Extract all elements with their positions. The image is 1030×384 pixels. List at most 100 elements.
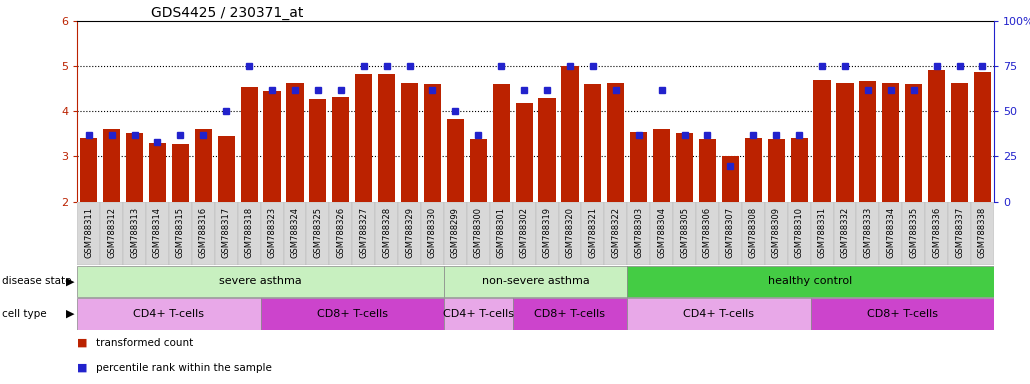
Bar xyxy=(558,202,581,265)
Text: ■: ■ xyxy=(77,362,88,373)
Bar xyxy=(584,84,602,202)
Bar xyxy=(925,202,948,265)
Text: GSM788302: GSM788302 xyxy=(520,207,528,258)
Text: GSM788328: GSM788328 xyxy=(382,207,391,258)
Bar xyxy=(513,298,627,329)
Bar xyxy=(492,84,510,202)
Text: GSM788331: GSM788331 xyxy=(818,207,826,258)
Bar xyxy=(286,83,304,202)
Text: healthy control: healthy control xyxy=(768,276,853,286)
Text: CD8+ T-cells: CD8+ T-cells xyxy=(535,309,606,319)
Text: GSM788320: GSM788320 xyxy=(565,207,575,258)
Text: GSM788314: GSM788314 xyxy=(153,207,162,258)
Bar xyxy=(77,298,261,329)
Bar xyxy=(100,202,124,265)
Bar xyxy=(424,84,441,202)
Bar xyxy=(857,202,880,265)
Bar xyxy=(513,202,536,265)
Bar xyxy=(742,202,764,265)
Text: GSM788304: GSM788304 xyxy=(657,207,666,258)
Text: GSM788300: GSM788300 xyxy=(474,207,483,258)
Text: GSM788319: GSM788319 xyxy=(543,207,551,258)
Bar xyxy=(630,132,647,202)
Bar xyxy=(836,83,854,202)
Text: GSM788322: GSM788322 xyxy=(612,207,620,258)
Bar xyxy=(195,129,212,202)
Text: CD4+ T-cells: CD4+ T-cells xyxy=(134,309,204,319)
Bar xyxy=(788,202,811,265)
Text: GSM788330: GSM788330 xyxy=(428,207,437,258)
Text: GSM788309: GSM788309 xyxy=(771,207,781,258)
Text: cell type: cell type xyxy=(2,309,46,319)
Bar xyxy=(627,298,811,329)
Bar xyxy=(811,202,833,265)
Bar xyxy=(880,202,902,265)
Bar xyxy=(398,202,421,265)
Text: GSM788318: GSM788318 xyxy=(245,207,253,258)
Bar xyxy=(333,97,349,202)
Bar xyxy=(627,266,994,297)
Text: GSM788306: GSM788306 xyxy=(703,207,712,258)
Bar xyxy=(146,202,169,265)
Text: GSM788313: GSM788313 xyxy=(130,207,139,258)
Text: transformed count: transformed count xyxy=(96,338,193,348)
Bar xyxy=(80,139,97,202)
Text: CD8+ T-cells: CD8+ T-cells xyxy=(317,309,387,319)
Bar xyxy=(905,84,922,202)
Bar xyxy=(581,202,605,265)
Text: severe asthma: severe asthma xyxy=(219,276,302,286)
Text: GSM788329: GSM788329 xyxy=(405,207,414,258)
Text: non-severe asthma: non-severe asthma xyxy=(482,276,589,286)
Text: GSM788333: GSM788333 xyxy=(863,207,872,258)
Bar xyxy=(172,144,188,202)
Text: percentile rank within the sample: percentile rank within the sample xyxy=(96,362,272,373)
Bar xyxy=(811,298,994,329)
Text: GSM788315: GSM788315 xyxy=(176,207,184,258)
Bar xyxy=(859,81,877,202)
Text: GSM788323: GSM788323 xyxy=(268,207,276,258)
Bar xyxy=(261,298,444,329)
Bar xyxy=(307,202,330,265)
Bar xyxy=(352,202,375,265)
Text: GSM788325: GSM788325 xyxy=(313,207,322,258)
Text: GSM788307: GSM788307 xyxy=(726,207,734,258)
Bar xyxy=(974,72,991,202)
Text: disease state: disease state xyxy=(2,276,71,286)
Bar xyxy=(217,136,235,202)
Bar xyxy=(539,98,555,202)
Text: GSM788324: GSM788324 xyxy=(290,207,300,258)
Bar xyxy=(103,129,121,202)
Text: GSM788299: GSM788299 xyxy=(451,207,459,258)
Bar xyxy=(971,202,994,265)
Text: GSM788332: GSM788332 xyxy=(840,207,850,258)
Text: GSM788336: GSM788336 xyxy=(932,207,941,258)
Text: ▶: ▶ xyxy=(66,276,74,286)
Bar xyxy=(719,202,742,265)
Bar xyxy=(833,202,857,265)
Bar xyxy=(883,83,899,202)
Bar xyxy=(605,202,627,265)
Bar xyxy=(948,202,971,265)
Bar xyxy=(192,202,214,265)
Bar xyxy=(699,139,716,202)
Bar xyxy=(378,74,396,202)
Text: GSM788334: GSM788334 xyxy=(887,207,895,258)
Bar xyxy=(126,133,143,202)
Text: GSM788301: GSM788301 xyxy=(496,207,506,258)
Bar xyxy=(261,202,283,265)
Text: ■: ■ xyxy=(77,338,88,348)
Bar xyxy=(77,266,444,297)
Bar xyxy=(561,66,579,202)
Text: GSM788327: GSM788327 xyxy=(359,207,368,258)
Bar xyxy=(214,202,238,265)
Text: GSM788338: GSM788338 xyxy=(978,207,987,258)
Text: CD8+ T-cells: CD8+ T-cells xyxy=(867,309,937,319)
Text: GSM788326: GSM788326 xyxy=(337,207,345,258)
Bar xyxy=(330,202,352,265)
Bar xyxy=(791,139,808,202)
Bar xyxy=(264,91,280,202)
Text: GSM788335: GSM788335 xyxy=(909,207,918,258)
Text: GSM788337: GSM788337 xyxy=(955,207,964,258)
Bar xyxy=(674,202,696,265)
Bar xyxy=(444,202,467,265)
